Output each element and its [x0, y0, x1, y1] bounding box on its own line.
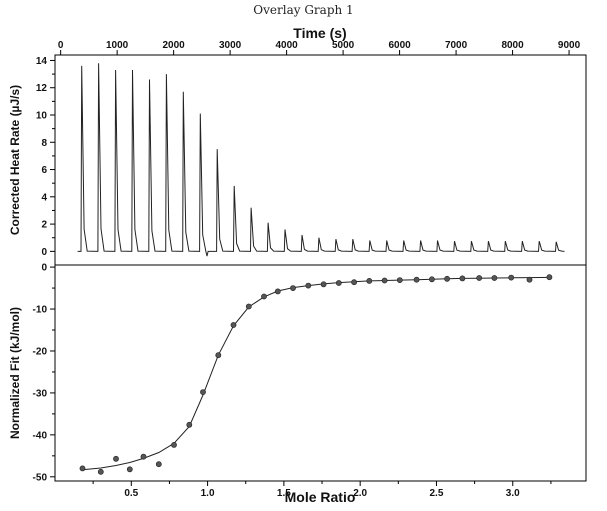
data-point	[215, 352, 222, 359]
top-x-tick-label: 7000	[445, 40, 468, 51]
data-point	[459, 275, 466, 282]
thermogram-trace	[77, 63, 565, 257]
top-y-tick-label: 14	[36, 56, 48, 67]
data-point	[335, 280, 342, 286]
top-x-tick-label: 0	[58, 40, 64, 51]
top-x-tick-label: 5000	[332, 40, 355, 51]
data-point	[508, 274, 515, 281]
data-point	[97, 468, 104, 475]
bottom-x-axis-title: Mole Ratio	[285, 489, 356, 505]
data-point	[491, 275, 498, 281]
data-point	[305, 282, 312, 289]
top-x-tick-label: 8000	[501, 40, 524, 51]
bottom-x-tick-label: 2.0	[353, 488, 367, 499]
top-y-axis-title: Corrected Heat Rate (µJ/s)	[8, 85, 22, 235]
top-x-tick-label: 6000	[388, 40, 411, 51]
bottom-y-tick-label: -10	[33, 305, 48, 316]
bottom-y-tick-label: -20	[33, 346, 48, 357]
data-point	[428, 276, 435, 283]
plot-frame	[54, 54, 587, 482]
data-point	[261, 293, 267, 300]
data-point	[245, 303, 252, 310]
bottom-x-tick-label: 0.5	[124, 488, 138, 499]
top-x-tick-label: 2000	[163, 40, 186, 51]
data-point	[381, 277, 388, 284]
data-point	[320, 281, 327, 288]
data-point	[476, 275, 483, 281]
data-point	[140, 453, 147, 460]
top-y-tick-label: 10	[36, 111, 48, 122]
data-point	[351, 279, 357, 286]
data-point	[290, 285, 296, 291]
data-point	[396, 277, 403, 283]
data-point	[186, 421, 193, 428]
top-y-tick-label: 4	[41, 192, 47, 203]
top-x-tick-label: 3000	[219, 40, 242, 51]
top-y-tick-label: 2	[41, 220, 47, 231]
data-point	[230, 322, 237, 328]
data-point	[126, 466, 133, 473]
page-title: Overlay Graph 1	[253, 3, 354, 17]
data-point	[366, 277, 373, 284]
bottom-y-tick-label: -50	[33, 472, 48, 483]
top-x-tick-label: 9000	[558, 40, 581, 51]
data-point	[413, 276, 420, 283]
bottom-y-tick-label: -30	[33, 388, 48, 399]
top-y-tick-label: 8	[41, 138, 47, 149]
bottom-x-tick-label: 1.5	[277, 488, 291, 499]
data-point	[155, 461, 162, 468]
bottom-y-tick-label: 0	[41, 263, 47, 274]
top-y-tick-label: 12	[36, 83, 48, 94]
data-point	[171, 441, 177, 448]
bottom-y-axis-title: Normalized Fit (kJ/mol)	[8, 307, 22, 439]
bottom-x-tick-label: 1.0	[201, 488, 215, 499]
data-point	[200, 389, 206, 395]
bottom-x-tick-label: 3.0	[506, 488, 520, 499]
data-point	[113, 455, 119, 462]
fit-curve	[82, 276, 550, 471]
top-y-tick-label: 6	[41, 165, 47, 176]
data-point	[526, 276, 533, 283]
data-point	[444, 275, 450, 282]
data-point	[79, 465, 86, 472]
data-point	[546, 274, 553, 281]
top-y-tick-label: 0	[41, 247, 47, 258]
top-x-tick-label: 4000	[275, 40, 298, 51]
bottom-x-tick-label: 2.5	[430, 488, 444, 499]
data-point	[274, 288, 281, 295]
bottom-y-tick-label: -40	[33, 430, 48, 441]
top-x-tick-label: 1000	[106, 40, 129, 51]
top-x-axis-title: Time (s)	[293, 25, 346, 41]
